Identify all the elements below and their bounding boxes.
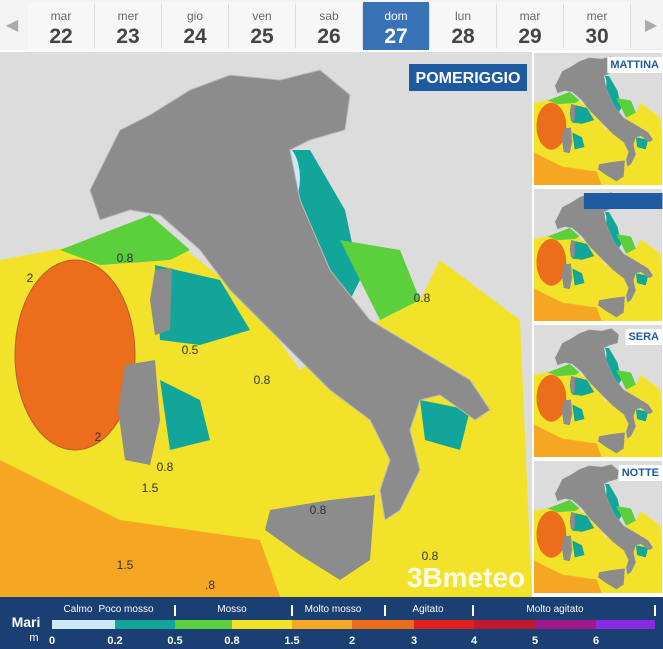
legend-tick: 5 [532,635,538,647]
legend-class: Calmo [64,604,93,615]
weekday: ven [252,9,271,23]
next-arrow[interactable]: ▶ [645,17,658,34]
contour-label: 0.5 [182,343,199,357]
date-cell-bg [564,2,630,50]
class-separator [291,605,293,616]
class-separator [174,605,176,616]
thumbnail-border [532,459,663,595]
date-cell[interactable]: mer 23 [95,2,162,50]
thumbnail[interactable]: NOTTE [532,459,663,595]
weekday: gio [187,9,203,23]
thumbnail-label-bg [607,57,663,73]
legend-tick: 2 [349,635,355,647]
thumbnail-label: POMERIGGIO [587,195,660,207]
day-number: 26 [317,25,340,48]
logo: 3Bmeteo [407,562,525,593]
day-number: 30 [585,25,608,48]
day-number: 27 [384,25,407,48]
legend-class: Molto agitato [526,604,584,615]
class-separator [384,605,386,616]
thumbnail-border [532,51,663,187]
thumbnail[interactable]: SERA [532,323,663,459]
legend-tick: 4 [471,635,478,647]
weekday: mar [51,9,72,23]
legend-unit: m [29,632,38,644]
weekday: dom [384,9,407,23]
legend-title: Mari [12,614,41,630]
date-cell-bg [162,2,228,50]
date-cell[interactable]: ven 25 [229,2,296,50]
thumbnail[interactable]: POMERIGGIO [532,187,663,323]
date-cell[interactable]: lun 28 [430,2,497,50]
legend-tick: 0.5 [167,635,182,647]
weekday: mar [520,9,541,23]
contour-label: 1.5 [117,558,134,572]
date-cell[interactable]: mar 22 [28,2,95,50]
legend-tick: 3 [411,635,417,647]
contour-label: 0.8 [254,373,271,387]
day-number: 24 [183,25,207,48]
legend-tick: 0 [49,635,55,647]
thumbnail-label-bg [583,193,663,209]
legend-class: Molto mosso [305,604,362,615]
weekday: lun [455,9,471,23]
date-cell-bg [296,2,362,50]
date-cell-bg [95,2,161,50]
weekday: mer [587,9,608,23]
contour-label: 0.8 [310,503,327,517]
date-cell-bg [430,2,496,50]
day-number: 23 [116,25,139,48]
main-map [0,51,533,598]
thumbnail-border [532,187,663,323]
contour-label: 2 [95,430,102,444]
contour-label: 0.8 [414,291,431,305]
day-number: 22 [49,25,72,48]
thumbnail[interactable]: MATTINA [532,51,663,187]
day-number: 29 [518,25,541,48]
date-cell[interactable]: gio 24 [162,2,229,50]
contour-label: 0.8 [157,460,174,474]
class-separator [472,605,474,616]
date-cell[interactable]: sab 26 [296,2,363,50]
contour-label: 1.5 [142,481,159,495]
contour-label: 0.8 [422,549,439,563]
weekday: sab [319,9,339,23]
contour-label: 2 [27,271,34,285]
thumbnail-border [532,323,663,459]
period-label: POMERIGGIO [416,70,521,87]
date-cell[interactable]: mer 30 [564,2,631,50]
legend-scale [52,620,655,629]
prev-arrow[interactable]: ◀ [6,17,19,34]
thumbnail-label: NOTTE [622,467,659,479]
date-cell[interactable]: dom 27 [363,2,430,50]
legend-class: Mosso [217,604,247,615]
legend-class: Poco mosso [98,604,153,615]
legend-tick: 6 [593,635,599,647]
legend-class: Agitato [412,604,444,615]
thumbnail-label: MATTINA [610,59,659,71]
weekday: mer [118,9,139,23]
thumbnail-label-bg [618,465,662,481]
contour-label: 0.8 [117,251,134,265]
class-separator [654,605,656,616]
thumbnail-label-bg [625,329,663,345]
legend-tick: 0.2 [107,635,122,647]
contour-label: .8 [205,578,215,592]
date-cell-bg [497,2,563,50]
day-number: 28 [451,25,475,48]
legend-tick: 0.8 [224,635,239,647]
date-cell-bg [229,2,295,50]
day-number: 25 [250,25,274,48]
date-cell-bg [363,2,429,50]
period-badge [409,64,527,91]
thumbnail-label: SERA [628,331,659,343]
legend-tick: 1.5 [284,635,299,647]
date-cell[interactable]: mar 29 [497,2,564,50]
date-cell-bg [28,2,94,50]
